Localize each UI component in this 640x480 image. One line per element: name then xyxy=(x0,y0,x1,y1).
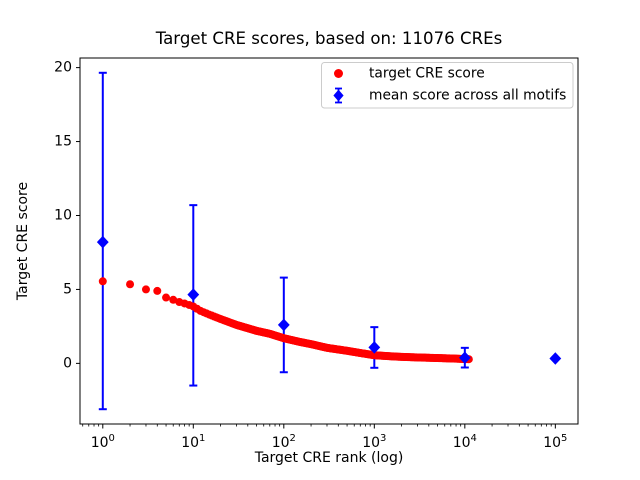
chart-title: Target CRE scores, based on: 11076 CREs xyxy=(155,29,502,48)
blue-diamond-series xyxy=(96,235,562,365)
legend-circle-marker-icon xyxy=(334,69,343,78)
x-tick-label: 102 xyxy=(272,433,296,451)
x-tick-label: 105 xyxy=(543,433,567,451)
mean-diamond-marker xyxy=(549,352,562,365)
y-tick-label: 5 xyxy=(63,281,72,297)
y-tick-label: 10 xyxy=(54,207,72,223)
red-scatter-point xyxy=(162,293,171,302)
red-scatter-series xyxy=(98,277,473,364)
legend-item-mean-score: mean score across all motifs xyxy=(333,88,566,104)
legend-diamond-marker-icon xyxy=(333,89,344,102)
red-scatter-point xyxy=(141,285,150,294)
red-scatter-point xyxy=(169,295,178,304)
legend-label: mean score across all motifs xyxy=(369,88,566,104)
mean-diamond-marker xyxy=(458,351,471,365)
red-scatter-point xyxy=(98,277,107,286)
legend-box xyxy=(321,62,574,109)
mean-diamond-marker xyxy=(96,235,109,249)
y-axis-label: Target CRE score xyxy=(15,182,31,301)
x-tick-label: 100 xyxy=(91,433,115,451)
axis-ticks: 0 5 10 15 20 100 101 102 103 104 105 xyxy=(54,60,567,451)
y-tick-label: 20 xyxy=(54,60,72,76)
red-scatter-point xyxy=(126,280,135,289)
x-tick-label: 103 xyxy=(362,433,386,451)
x-tick-label: 101 xyxy=(181,433,205,451)
y-tick-label: 0 xyxy=(63,355,72,371)
legend-item-target-cre-score: target CRE score xyxy=(334,66,485,82)
mean-diamond-marker xyxy=(187,288,200,301)
legend-label: target CRE score xyxy=(369,66,485,82)
y-tick-label: 15 xyxy=(54,134,72,150)
mean-diamond-marker xyxy=(277,318,290,332)
x-tick-label: 104 xyxy=(453,433,477,451)
x-axis-label: Target CRE rank (log) xyxy=(254,450,404,466)
legend: target CRE score mean score across all m… xyxy=(321,62,574,109)
plot-area xyxy=(79,57,579,425)
mean-diamond-marker xyxy=(368,341,381,354)
red-scatter-point xyxy=(153,286,162,295)
